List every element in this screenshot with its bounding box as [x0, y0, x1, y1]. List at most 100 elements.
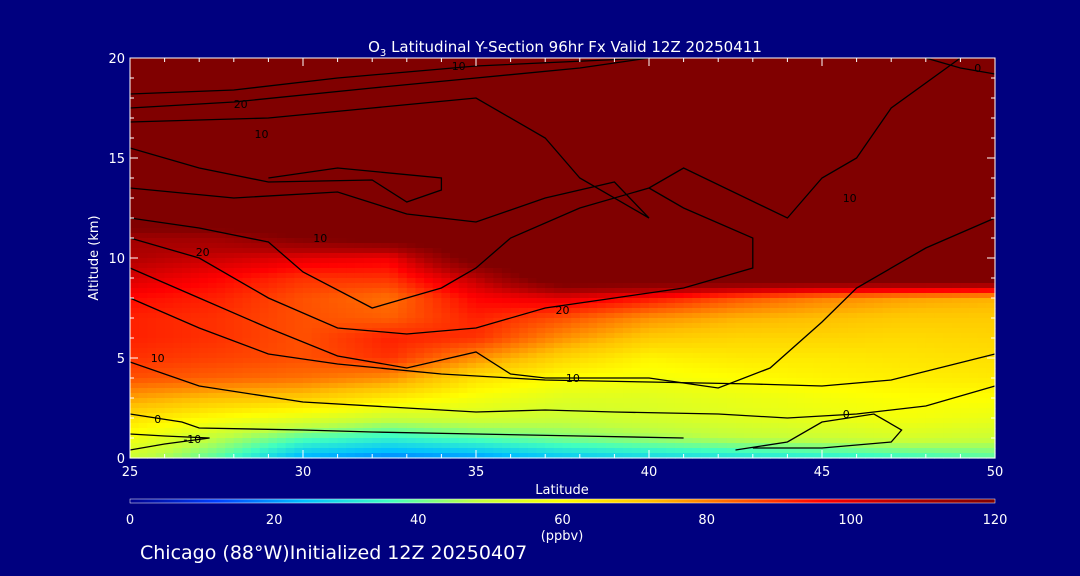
ozone-cell: [778, 278, 788, 284]
ozone-cell: [155, 243, 166, 249]
ozone-cell: [830, 218, 840, 224]
ozone-cell: [882, 293, 892, 299]
ozone-cell: [501, 273, 512, 279]
ozone-cell: [476, 123, 486, 129]
ozone-cell: [415, 153, 425, 159]
ozone-cell: [320, 278, 330, 284]
ozone-cell: [363, 228, 373, 234]
ozone-cell: [527, 183, 538, 189]
ozone-cell: [328, 83, 339, 89]
ozone-cell: [770, 253, 780, 259]
ozone-cell: [285, 98, 295, 104]
ozone-cell: [164, 63, 174, 69]
ozone-cell: [700, 93, 711, 99]
ozone-cell: [130, 253, 140, 259]
ozone-cell: [181, 263, 192, 269]
ozone-cell: [372, 238, 382, 244]
ozone-cell: [398, 243, 408, 249]
ozone-cell: [605, 258, 615, 264]
ozone-cell: [328, 283, 339, 289]
ozone-cell: [415, 238, 425, 244]
ozone-cell: [934, 288, 944, 294]
ozone-cell: [155, 248, 166, 254]
ozone-cell: [225, 228, 235, 234]
ozone-cell: [311, 128, 321, 134]
ozone-cell: [553, 98, 564, 104]
ozone-cell: [424, 268, 434, 274]
ozone-cell: [458, 183, 468, 189]
ozone-cell: [130, 273, 140, 279]
ozone-cell: [873, 128, 884, 134]
ozone-cell: [597, 73, 607, 79]
ozone-cell: [294, 288, 304, 294]
ozone-cell: [943, 163, 953, 169]
ozone-cell: [882, 73, 892, 79]
ozone-cell: [700, 113, 711, 119]
ozone-cell: [285, 198, 295, 204]
ozone-cell: [207, 153, 218, 159]
ozone-cell: [277, 128, 287, 134]
ozone-cell: [856, 103, 866, 109]
ozone-cell: [796, 248, 806, 254]
ozone-cell: [908, 268, 918, 274]
ozone-cell: [908, 228, 918, 234]
ozone-cell: [303, 253, 313, 259]
ozone-cell: [190, 203, 200, 209]
ozone-cell: [977, 233, 987, 239]
ozone-cell: [649, 133, 659, 139]
ozone-cell: [778, 183, 788, 189]
ozone-cell: [674, 178, 685, 184]
ozone-cell: [363, 223, 373, 229]
ozone-cell: [320, 113, 330, 119]
ozone-cell: [623, 153, 633, 159]
ozone-cell: [770, 138, 780, 144]
ozone-cell: [372, 168, 382, 174]
ozone-cell: [692, 123, 702, 129]
ozone-cell: [303, 238, 313, 244]
ozone-cell: [216, 163, 226, 169]
ozone-cell: [251, 158, 261, 164]
ozone-cell: [640, 148, 650, 154]
ozone-cell: [268, 148, 278, 154]
ozone-cell: [666, 128, 676, 134]
ozone-cell: [199, 158, 209, 164]
ozone-cell: [138, 163, 148, 169]
ozone-cell: [173, 213, 183, 219]
ozone-cell: [406, 88, 417, 94]
ozone-cell: [666, 133, 676, 139]
ozone-cell: [579, 208, 590, 214]
ozone-cell: [277, 78, 287, 84]
ozone-cell: [726, 298, 737, 304]
ozone-cell: [588, 223, 598, 229]
ozone-cell: [631, 193, 641, 199]
ozone-cell: [294, 293, 304, 299]
ozone-cell: [700, 88, 711, 94]
ozone-cell: [649, 93, 659, 99]
ozone-cell: [476, 303, 486, 309]
ozone-cell: [761, 188, 771, 194]
ozone-cell: [277, 123, 287, 129]
ozone-cell: [190, 113, 200, 119]
ozone-cell: [164, 248, 174, 254]
ozone-cell: [303, 143, 313, 149]
ozone-cell: [372, 193, 382, 199]
ozone-cell: [709, 68, 719, 74]
ozone-cell: [761, 213, 771, 219]
ozone-cell: [588, 148, 598, 154]
ozone-cell: [891, 243, 901, 249]
ozone-cell: [804, 258, 814, 264]
ozone-cell: [519, 103, 529, 109]
ozone-cell: [268, 93, 278, 99]
ozone-cell: [640, 118, 650, 124]
ozone-cell: [216, 223, 226, 229]
ozone-cell: [623, 183, 633, 189]
ozone-cell: [251, 168, 261, 174]
ozone-cell: [882, 243, 892, 249]
ozone-cell: [380, 233, 391, 239]
ozone-cell: [796, 98, 806, 104]
ozone-cell: [164, 183, 174, 189]
ozone-cell: [683, 268, 693, 274]
ozone-cell: [666, 303, 676, 309]
ozone-cell: [181, 298, 192, 304]
ozone-cell: [493, 148, 503, 154]
